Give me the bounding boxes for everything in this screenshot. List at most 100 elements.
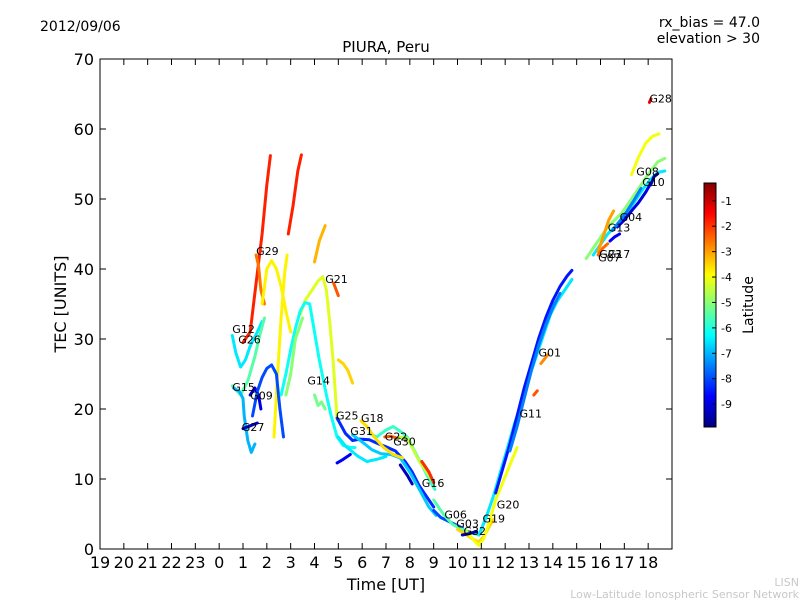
satellite-label: G25: [336, 410, 359, 423]
y-tick-label: 60: [74, 120, 94, 139]
plot-frame: [99, 58, 673, 550]
colorbar-tick-label: -1: [721, 195, 732, 208]
x-tick-label: 8: [405, 553, 415, 572]
credit-short: LISN: [774, 576, 799, 589]
y-axis-label: TEC [UNITS]: [51, 256, 70, 354]
x-axis-label: Time [UT]: [346, 575, 425, 594]
satellite-label: G04: [620, 211, 643, 224]
satellite-label: G09: [250, 389, 273, 402]
tec-trace: [272, 253, 289, 439]
satellite-label: G31: [350, 425, 373, 438]
x-tick-label: 20: [114, 553, 134, 572]
data-traces: [230, 97, 667, 547]
tec-trace: [647, 97, 653, 104]
satellite-label: G23: [599, 248, 622, 261]
colorbar-tick-label: -2: [721, 220, 732, 233]
satellite-label: G30: [393, 436, 416, 449]
satellite-label: G22: [385, 431, 408, 444]
tec-trace: [284, 316, 305, 397]
satellite-label: G26: [238, 333, 261, 346]
x-tick-label: 6: [357, 553, 367, 572]
satellite-label: G32: [464, 525, 487, 538]
tec-trace: [336, 435, 388, 463]
colorbar-label: Latitude: [741, 276, 757, 334]
x-axis-ticks: 19 20 21 22 23 0 1 2 3 4 5 6 7 8 9 10 11 12 13 14 15 16 17 18: [90, 59, 658, 572]
x-tick-label: 7: [381, 553, 391, 572]
tec-trace: [359, 419, 405, 460]
satellite-label: G07: [598, 252, 621, 265]
x-tick-label: 0: [214, 553, 224, 572]
tec-trace: [465, 446, 519, 547]
y-tick-label: 30: [74, 330, 94, 349]
x-tick-label: 22: [161, 553, 181, 572]
tec-trace: [608, 232, 622, 243]
x-tick-label: 21: [137, 553, 157, 572]
tec-trace: [494, 268, 574, 495]
satellite-label: G06: [444, 508, 467, 521]
tec-trace: [615, 182, 653, 229]
x-tick-label: 23: [185, 553, 205, 572]
y-axis-ticks: 0 10 20 30 40 50 60 70: [74, 50, 672, 559]
rx-bias-label: rx_bias = 47.0: [659, 15, 760, 31]
x-tick-label: 4: [309, 553, 319, 572]
y-tick-label: 70: [74, 50, 94, 69]
credit-long: Low-Latitude Ionospheric Sensor Network: [570, 588, 799, 600]
x-tick-label: 18: [638, 553, 658, 572]
x-tick-label: 11: [471, 553, 491, 572]
satellite-label: G10: [642, 176, 665, 189]
tec-trace: [420, 460, 436, 484]
satellite-label: G29: [256, 245, 279, 258]
tec-trace: [298, 275, 339, 421]
tec-trace: [313, 224, 327, 264]
x-tick-label: 13: [519, 553, 539, 572]
elevation-label: elevation > 30: [657, 31, 760, 47]
tec-trace: [610, 187, 643, 232]
colorbar: -9 -8 -7 -6 -5 -4 -3 -2 -1 Latitude: [703, 182, 757, 428]
tec-trace: [532, 389, 539, 397]
satellite-label: G12: [232, 323, 255, 336]
x-tick-label: 17: [614, 553, 634, 572]
colorbar-tick-label: -5: [721, 296, 732, 309]
satellite-label: G03: [456, 518, 479, 531]
satellite-label: G27: [242, 421, 265, 434]
satellite-label: G01: [539, 347, 562, 360]
x-tick-label: 1: [238, 553, 248, 572]
tec-trace: [335, 453, 352, 465]
x-tick-label: 15: [566, 553, 586, 572]
tec-trace: [230, 320, 264, 369]
tec-trace: [508, 292, 562, 453]
x-tick-label: 10: [447, 553, 467, 572]
colorbar-gradient: [703, 182, 717, 428]
tec-trace: [332, 281, 340, 298]
satellite-label: G13: [608, 221, 631, 234]
tec-trace: [539, 352, 550, 365]
y-tick-label: 50: [74, 190, 94, 209]
tec-trace: [313, 393, 327, 411]
x-tick-label: 19: [90, 553, 110, 572]
tec-trace: [649, 172, 660, 187]
tec-trace: [260, 259, 293, 334]
colorbar-tick-label: -9: [721, 398, 732, 411]
satellite-label: G14: [307, 375, 330, 388]
tec-trace: [251, 363, 285, 439]
satellite-label: G08: [636, 165, 659, 178]
satellite-label: G15: [232, 381, 255, 394]
x-tick-label: 14: [543, 553, 563, 572]
satellite-label: G18: [361, 412, 384, 425]
satellite-label: G17: [608, 248, 631, 261]
tec-trace: [630, 132, 661, 176]
tec-trace: [398, 463, 414, 486]
chart-title: PIURA, Peru: [342, 38, 429, 56]
satellite-label: G21: [325, 273, 348, 286]
tec-trace: [460, 530, 479, 537]
colorbar-tick-label: -6: [721, 322, 732, 335]
y-tick-label: 40: [74, 260, 94, 279]
tec-trace: [335, 416, 436, 509]
x-tick-label: 3: [286, 553, 296, 572]
tec-trace: [383, 434, 397, 440]
y-tick-label: 20: [74, 400, 94, 419]
x-tick-label: 12: [495, 553, 515, 572]
x-tick-label: 9: [429, 553, 439, 572]
